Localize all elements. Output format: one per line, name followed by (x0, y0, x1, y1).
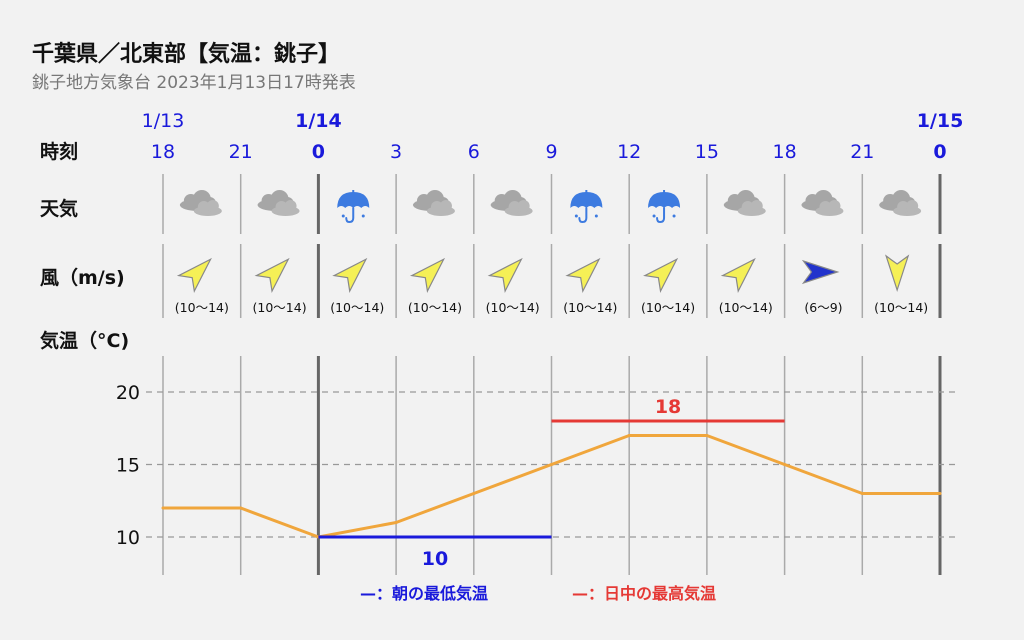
temperature-point (705, 434, 709, 437)
temperature-point (627, 434, 631, 437)
wind-arrow-icon (720, 257, 756, 294)
hour-tick-label: 12 (617, 141, 641, 163)
y-tick-label: 15 (116, 455, 140, 477)
temperature-point (239, 506, 243, 510)
umbrella-icon (336, 189, 371, 223)
legend-min: —：朝の最低気温 (360, 584, 488, 603)
temperature-grid: 10 15 20 (116, 356, 955, 575)
wind-arrow-icon (176, 257, 212, 294)
temperature-point (161, 506, 165, 510)
row-label-weather: 天気 (40, 197, 78, 220)
hour-tick-label: 0 (933, 141, 946, 163)
date-label: 1/14 (295, 110, 342, 132)
wind-arrow-icon (643, 257, 679, 294)
hour-tick-label: 3 (390, 141, 402, 163)
hour-tick-label: 21 (229, 141, 253, 163)
wind-speed-label: (10〜14) (330, 300, 384, 315)
hour-tick-label: 15 (695, 141, 719, 163)
legend-max: —：日中の最高気温 (572, 584, 716, 603)
row-label-temp: 気温（°C) (40, 329, 129, 352)
max-temp-label: 18 (655, 396, 681, 418)
wind-arrow-icon (332, 257, 368, 294)
wind-arrow-icon (565, 257, 601, 294)
hour-tick-label: 18 (151, 141, 175, 163)
wind-speed-label: (10〜14) (641, 300, 695, 315)
cloud-icon (801, 190, 844, 216)
hour-tick-label: 18 (773, 141, 797, 163)
wind-speed-label: (10〜14) (175, 300, 229, 315)
wind-speed-label: (10〜14) (486, 300, 540, 315)
wind-arrow-icon (487, 257, 523, 294)
cloud-icon (179, 190, 222, 216)
hour-tick-label: 0 (312, 141, 325, 163)
cloud-icon (723, 190, 766, 216)
temperature-point (472, 492, 476, 495)
cloud-icon (412, 190, 455, 216)
date-label: 1/13 (142, 110, 185, 132)
time-axis: 1/13 1/14 1/15 18 21 0 3 6 9 12 15 18 21 0 (142, 110, 964, 163)
umbrella-icon (647, 189, 682, 223)
wind-speed-label: (10〜14) (563, 300, 617, 315)
wind-speed-label: (10〜14) (874, 300, 928, 315)
y-tick-label: 20 (116, 382, 140, 404)
wind-arrow-icon (254, 257, 290, 294)
date-label: 1/15 (917, 110, 964, 132)
temperature-point (783, 463, 787, 466)
y-tick-label: 10 (116, 527, 140, 549)
wind-arrow-icon (801, 259, 840, 285)
cloud-icon (257, 190, 300, 216)
row-label-time: 時刻 (40, 140, 78, 163)
wind-arrow-icon (409, 257, 446, 294)
cloud-icon (879, 190, 922, 216)
min-temp-label: 10 (422, 548, 448, 570)
umbrella-icon (569, 189, 604, 223)
temperature-point (860, 492, 864, 495)
wind-arrow-icon (885, 254, 910, 292)
hour-tick-label: 6 (468, 141, 480, 163)
wind-speed-label: (10〜14) (408, 300, 462, 315)
wind-speed-label: (10〜14) (719, 300, 773, 315)
temperature-point (550, 463, 553, 466)
temperature-point (938, 492, 942, 495)
row-label-wind: 風（m/s) (40, 266, 125, 289)
page-title: 千葉県／北東部【気温：銚子】 (32, 42, 341, 67)
wind-speed-label: (6〜9) (804, 300, 842, 315)
temperature-point (394, 521, 398, 524)
weather-wind-rows: (10〜14) (10〜14) (10〜14) (10〜14) (10〜14) (10〜1… (162, 174, 942, 318)
page-subtitle: 銚子地方気象台 2023年1月13日17時発表 (32, 73, 356, 93)
wind-speed-label: (10〜14) (253, 300, 307, 315)
hour-tick-label: 9 (545, 141, 557, 163)
cloud-icon (490, 190, 533, 216)
hour-tick-label: 21 (850, 141, 874, 163)
min-max-markers: 10 18 (318, 396, 785, 570)
